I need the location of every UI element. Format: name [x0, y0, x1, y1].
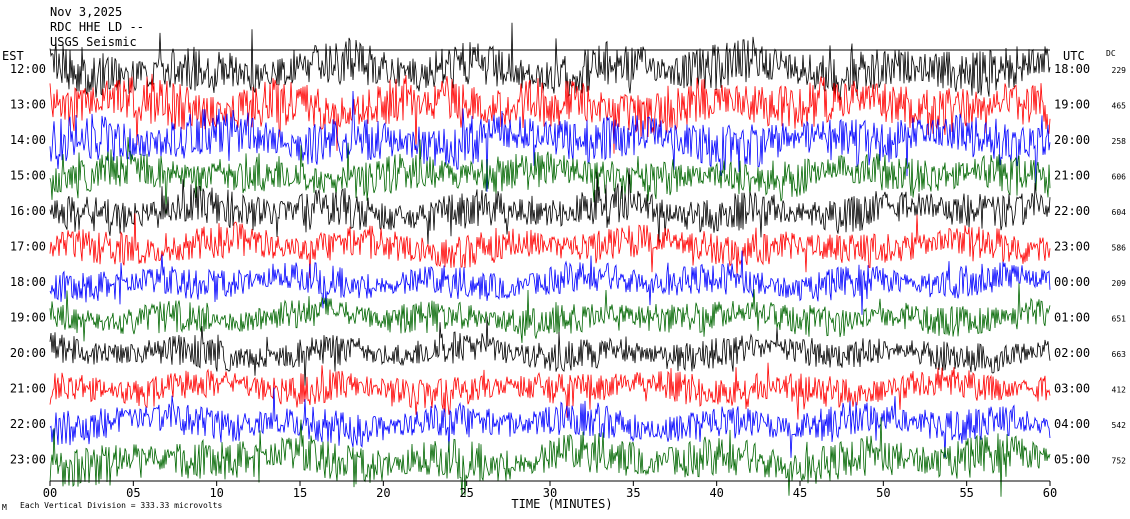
utc-time-label: 03:00 — [1054, 382, 1090, 396]
trace-2300 — [49, 417, 1051, 497]
trace-1400 — [49, 90, 1051, 192]
utc-time-label: 18:00 — [1054, 62, 1090, 76]
trace-1500 — [49, 137, 1051, 214]
trace-1900 — [49, 282, 1051, 343]
utc-time-label: 01:00 — [1054, 311, 1090, 325]
est-time-label: 18:00 — [10, 275, 46, 289]
trace-1200 — [49, 22, 1051, 101]
dc-value-label: 752 — [1112, 457, 1127, 466]
x-axis-ticks: 00 05 10 15 20 25 30 35 40 45 50 55 60 — [43, 481, 1057, 500]
seismic-traces — [49, 22, 1051, 497]
trace-2200 — [49, 387, 1051, 458]
est-time-label: 17:00 — [10, 240, 46, 254]
est-time-label: 19:00 — [10, 311, 46, 325]
dc-value-label: 604 — [1112, 208, 1127, 217]
dc-value-label: 542 — [1112, 421, 1127, 430]
header-network: USGS Seismic — [50, 35, 137, 49]
est-time-label: 21:00 — [10, 382, 46, 396]
utc-time-label: 02:00 — [1054, 346, 1090, 360]
est-time-label: 12:00 — [10, 62, 46, 76]
trace-1700 — [49, 213, 1051, 279]
est-label: EST — [2, 49, 24, 63]
dc-value-label: 651 — [1112, 315, 1127, 324]
utc-time-label: 21:00 — [1054, 169, 1090, 183]
corner-mark: M — [2, 503, 7, 512]
est-time-label: 14:00 — [10, 133, 46, 147]
est-time-label: 20:00 — [10, 346, 46, 360]
utc-time-label: 22:00 — [1054, 204, 1090, 218]
header-station: RDC HHE LD -- — [50, 20, 144, 34]
dc-value-label: 663 — [1112, 350, 1127, 359]
x-tick-label: 15 — [293, 486, 307, 500]
dc-header: DC — [1106, 49, 1116, 58]
dc-value-label: 465 — [1112, 102, 1127, 111]
trace-1600 — [49, 168, 1051, 245]
x-tick-label: 00 — [43, 486, 57, 500]
x-tick-label: 60 — [1043, 486, 1057, 500]
x-tick-label: 10 — [209, 486, 223, 500]
utc-time-label: 19:00 — [1054, 98, 1090, 112]
x-tick-label: 35 — [626, 486, 640, 500]
trace-1800 — [49, 250, 1051, 315]
dc-value-label: 229 — [1112, 66, 1127, 75]
dc-value-label: 606 — [1112, 173, 1127, 182]
trace-2000 — [49, 316, 1051, 386]
dc-value-label: 586 — [1112, 244, 1127, 253]
dc-value-label: 209 — [1112, 279, 1127, 288]
trace-1300 — [49, 73, 1051, 154]
scale-note: Each Vertical Division = 333.33 microvol… — [20, 501, 222, 510]
est-time-label: 16:00 — [10, 204, 46, 218]
x-tick-label: 25 — [459, 486, 473, 500]
x-axis-title: TIME (MINUTES) — [511, 497, 612, 511]
header-date: Nov 3,2025 — [50, 5, 122, 19]
est-time-label: 15:00 — [10, 169, 46, 183]
utc-time-label: 20:00 — [1054, 133, 1090, 147]
x-tick-label: 05 — [126, 486, 140, 500]
utc-time-label: 04:00 — [1054, 417, 1090, 431]
x-tick-label: 50 — [876, 486, 890, 500]
dc-value-label: 258 — [1112, 137, 1127, 146]
dc-value-label: 412 — [1112, 386, 1127, 395]
x-tick-label: 45 — [793, 486, 807, 500]
x-tick-label: 30 — [543, 486, 557, 500]
est-time-label: 23:00 — [10, 453, 46, 467]
est-time-label: 22:00 — [10, 417, 46, 431]
x-tick-label: 40 — [709, 486, 723, 500]
row-labels: 12:00 18:00 229 13:00 19:00 465 14:00 20:00 258 1… — [10, 62, 1126, 467]
utc-time-label: 23:00 — [1054, 240, 1090, 254]
utc-label: UTC — [1063, 49, 1085, 63]
x-tick-label: 20 — [376, 486, 390, 500]
utc-time-label: 00:00 — [1054, 275, 1090, 289]
x-tick-label: 55 — [959, 486, 973, 500]
est-time-label: 13:00 — [10, 98, 46, 112]
utc-time-label: 05:00 — [1054, 453, 1090, 467]
trace-2100 — [49, 362, 1051, 420]
